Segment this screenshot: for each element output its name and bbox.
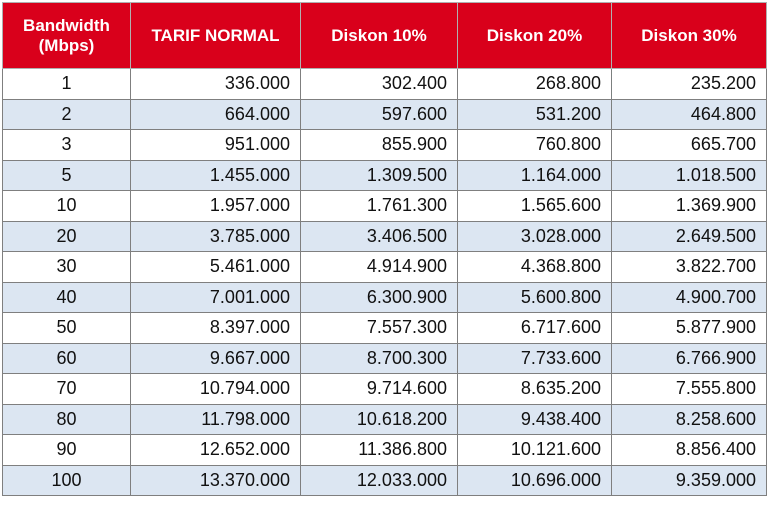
cell-tarif-normal: 1.455.000 (130, 159, 301, 191)
cell-diskon-30: 665.700 (611, 129, 767, 161)
cell-tarif-normal: 11.798.000 (130, 403, 301, 435)
cell-tarif-normal: 951.000 (130, 129, 301, 161)
cell-tarif-normal: 10.794.000 (130, 373, 301, 405)
cell-tarif-normal: 13.370.000 (130, 464, 301, 496)
cell-diskon-20: 760.800 (457, 129, 612, 161)
cell-tarif-normal: 3.785.000 (130, 220, 301, 252)
cell-bandwidth: 60 (2, 342, 131, 374)
cell-diskon-10: 597.600 (300, 98, 458, 130)
header-bandwidth-line2: (Mbps) (38, 35, 95, 55)
cell-diskon-20: 268.800 (457, 68, 612, 100)
cell-diskon-20: 3.028.000 (457, 220, 612, 252)
cell-diskon-30: 235.200 (611, 68, 767, 100)
header-diskon-10: Diskon 10% (300, 2, 458, 69)
cell-bandwidth: 1 (2, 68, 131, 100)
cell-diskon-10: 1.761.300 (300, 190, 458, 222)
cell-diskon-10: 855.900 (300, 129, 458, 161)
cell-tarif-normal: 1.957.000 (130, 190, 301, 222)
cell-diskon-30: 4.900.700 (611, 281, 767, 313)
cell-diskon-20: 7.733.600 (457, 342, 612, 374)
cell-diskon-30: 2.649.500 (611, 220, 767, 252)
cell-tarif-normal: 5.461.000 (130, 251, 301, 283)
cell-diskon-20: 4.368.800 (457, 251, 612, 283)
cell-diskon-10: 8.700.300 (300, 342, 458, 374)
cell-bandwidth: 40 (2, 281, 131, 313)
cell-bandwidth: 30 (2, 251, 131, 283)
cell-diskon-10: 6.300.900 (300, 281, 458, 313)
table-row: 10 1.957.000 1.761.300 1.565.600 1.369.900 (2, 190, 767, 222)
cell-bandwidth: 5 (2, 159, 131, 191)
cell-diskon-10: 9.714.600 (300, 373, 458, 405)
cell-diskon-10: 1.309.500 (300, 159, 458, 191)
cell-diskon-30: 1.369.900 (611, 190, 767, 222)
cell-diskon-30: 8.258.600 (611, 403, 767, 435)
table-header: Bandwidth (Mbps) TARIF NORMAL Diskon 10%… (2, 2, 767, 69)
cell-diskon-10: 12.033.000 (300, 464, 458, 496)
cell-diskon-30: 7.555.800 (611, 373, 767, 405)
header-bandwidth: Bandwidth (Mbps) (2, 2, 131, 69)
cell-bandwidth: 80 (2, 403, 131, 435)
cell-diskon-20: 9.438.400 (457, 403, 612, 435)
header-diskon-30: Diskon 30% (611, 2, 767, 69)
cell-diskon-10: 10.618.200 (300, 403, 458, 435)
cell-diskon-10: 7.557.300 (300, 312, 458, 344)
cell-bandwidth: 10 (2, 190, 131, 222)
cell-diskon-10: 302.400 (300, 68, 458, 100)
cell-diskon-20: 1.565.600 (457, 190, 612, 222)
cell-diskon-20: 5.600.800 (457, 281, 612, 313)
cell-diskon-20: 10.121.600 (457, 434, 612, 466)
table-row: 5 1.455.000 1.309.500 1.164.000 1.018.500 (2, 159, 767, 191)
cell-diskon-20: 531.200 (457, 98, 612, 130)
cell-tarif-normal: 8.397.000 (130, 312, 301, 344)
table-row: 60 9.667.000 8.700.300 7.733.600 6.766.900 (2, 342, 767, 374)
cell-bandwidth: 50 (2, 312, 131, 344)
cell-tarif-normal: 336.000 (130, 68, 301, 100)
header-diskon-20: Diskon 20% (457, 2, 612, 69)
cell-diskon-30: 3.822.700 (611, 251, 767, 283)
table-row: 3 951.000 855.900 760.800 665.700 (2, 129, 767, 161)
cell-diskon-30: 6.766.900 (611, 342, 767, 374)
table-row: 90 12.652.000 11.386.800 10.121.600 8.856.40… (2, 434, 767, 466)
cell-diskon-30: 5.877.900 (611, 312, 767, 344)
table-row: 30 5.461.000 4.914.900 4.368.800 3.822.700 (2, 251, 767, 283)
table-row: 20 3.785.000 3.406.500 3.028.000 2.649.500 (2, 220, 767, 252)
cell-diskon-20: 10.696.000 (457, 464, 612, 496)
cell-bandwidth: 70 (2, 373, 131, 405)
cell-bandwidth: 20 (2, 220, 131, 252)
cell-diskon-10: 4.914.900 (300, 251, 458, 283)
cell-tarif-normal: 7.001.000 (130, 281, 301, 313)
table-row: 1 336.000 302.400 268.800 235.200 (2, 68, 767, 100)
cell-diskon-20: 6.717.600 (457, 312, 612, 344)
cell-tarif-normal: 664.000 (130, 98, 301, 130)
table-row: 40 7.001.000 6.300.900 5.600.800 4.900.700 (2, 281, 767, 313)
header-row: Bandwidth (Mbps) TARIF NORMAL Diskon 10%… (2, 2, 767, 69)
tariff-table: Bandwidth (Mbps) TARIF NORMAL Diskon 10%… (2, 2, 767, 496)
table-row: 70 10.794.000 9.714.600 8.635.200 7.555.800 (2, 373, 767, 405)
cell-bandwidth: 90 (2, 434, 131, 466)
cell-bandwidth: 2 (2, 98, 131, 130)
cell-diskon-30: 8.856.400 (611, 434, 767, 466)
cell-diskon-30: 1.018.500 (611, 159, 767, 191)
header-bandwidth-line1: Bandwidth (23, 15, 110, 35)
header-tarif-normal: TARIF NORMAL (130, 2, 301, 69)
table-row: 100 13.370.000 12.033.000 10.696.000 9.359.0… (2, 464, 767, 496)
cell-diskon-10: 11.386.800 (300, 434, 458, 466)
cell-diskon-20: 8.635.200 (457, 373, 612, 405)
cell-tarif-normal: 12.652.000 (130, 434, 301, 466)
cell-bandwidth: 3 (2, 129, 131, 161)
cell-diskon-10: 3.406.500 (300, 220, 458, 252)
cell-bandwidth: 100 (2, 464, 131, 496)
cell-diskon-20: 1.164.000 (457, 159, 612, 191)
table-row: 80 11.798.000 10.618.200 9.438.400 8.258.600 (2, 403, 767, 435)
cell-diskon-30: 464.800 (611, 98, 767, 130)
table-body: 1 336.000 302.400 268.800 235.200 2 664.000 597… (2, 68, 767, 496)
cell-diskon-30: 9.359.000 (611, 464, 767, 496)
table-row: 2 664.000 597.600 531.200 464.800 (2, 98, 767, 130)
table-row: 50 8.397.000 7.557.300 6.717.600 5.877.900 (2, 312, 767, 344)
cell-tarif-normal: 9.667.000 (130, 342, 301, 374)
